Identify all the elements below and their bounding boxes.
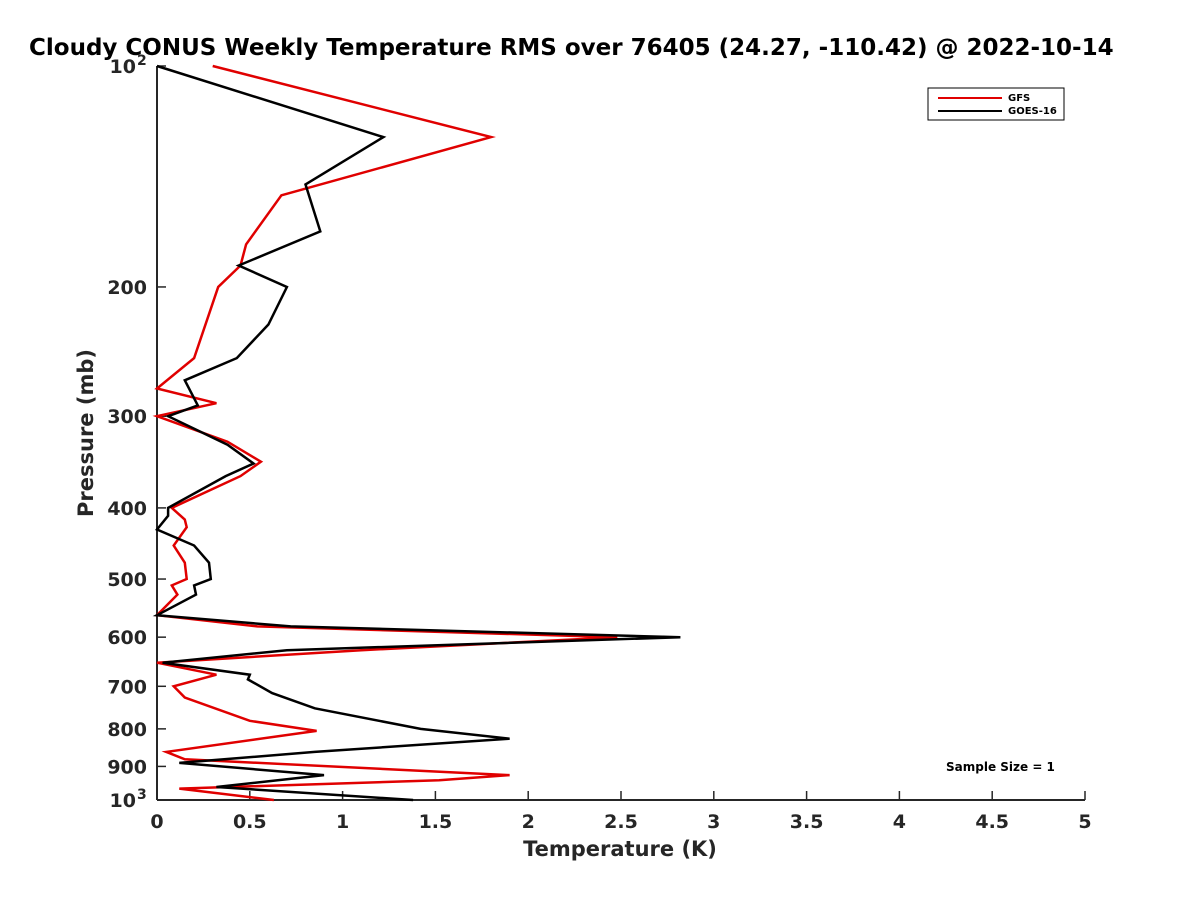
series-layer: [152, 64, 681, 802]
x-tick-label: 1.5: [419, 811, 453, 833]
legend-label-gfs: GFS: [1008, 93, 1030, 104]
y-tick-label: 800: [107, 719, 147, 741]
y-tick-label: 700: [107, 676, 147, 698]
legend-box: [927, 87, 1065, 121]
chart-title: Cloudy CONUS Weekly Temperature RMS over…: [29, 35, 1114, 61]
y-tick-label: 500: [107, 569, 147, 591]
y-tick-label: 200: [107, 277, 147, 299]
y-tick-label: 600: [107, 627, 147, 649]
axes: 0 0.5 1 1.5 2 2.5 3 3.5 4 4.5 510 22003004005006007…: [107, 53, 1091, 833]
x-tick-label: 2: [522, 811, 535, 833]
y-tick-label: 900: [107, 756, 147, 778]
x-tick-label: 0.5: [233, 811, 267, 833]
x-tick-label: 0: [150, 811, 163, 833]
sample-size-annotation: Sample Size = 1: [946, 760, 1055, 774]
x-tick-label: 1: [336, 811, 349, 833]
series-line-goes16: [152, 64, 681, 802]
x-axis-label: Temperature (K): [523, 837, 717, 861]
y-tick-label-power: 10 2: [110, 53, 147, 78]
y-axis-label: Pressure (mb): [74, 349, 98, 517]
y-tick-exponent: 2: [137, 53, 147, 69]
x-tick-label: 4.5: [975, 811, 1009, 833]
x-tick-label: 3.5: [790, 811, 824, 833]
y-tick-label: 400: [107, 498, 147, 520]
y-tick-label: 300: [107, 406, 147, 428]
y-tick-base: 10: [110, 56, 136, 78]
x-tick-label: 3: [707, 811, 720, 833]
legend-label-goes16: GOES-16: [1008, 106, 1057, 117]
x-tick-label: 5: [1078, 811, 1091, 833]
x-tick-label: 4: [893, 811, 906, 833]
series-line-gfs: [152, 64, 618, 802]
legend: GFS GOES-16: [927, 87, 1065, 121]
y-tick-label-power: 10 3: [110, 787, 147, 812]
y-tick-exponent: 3: [137, 787, 147, 803]
y-tick-base: 10: [110, 790, 136, 812]
x-tick-label: 2.5: [604, 811, 638, 833]
